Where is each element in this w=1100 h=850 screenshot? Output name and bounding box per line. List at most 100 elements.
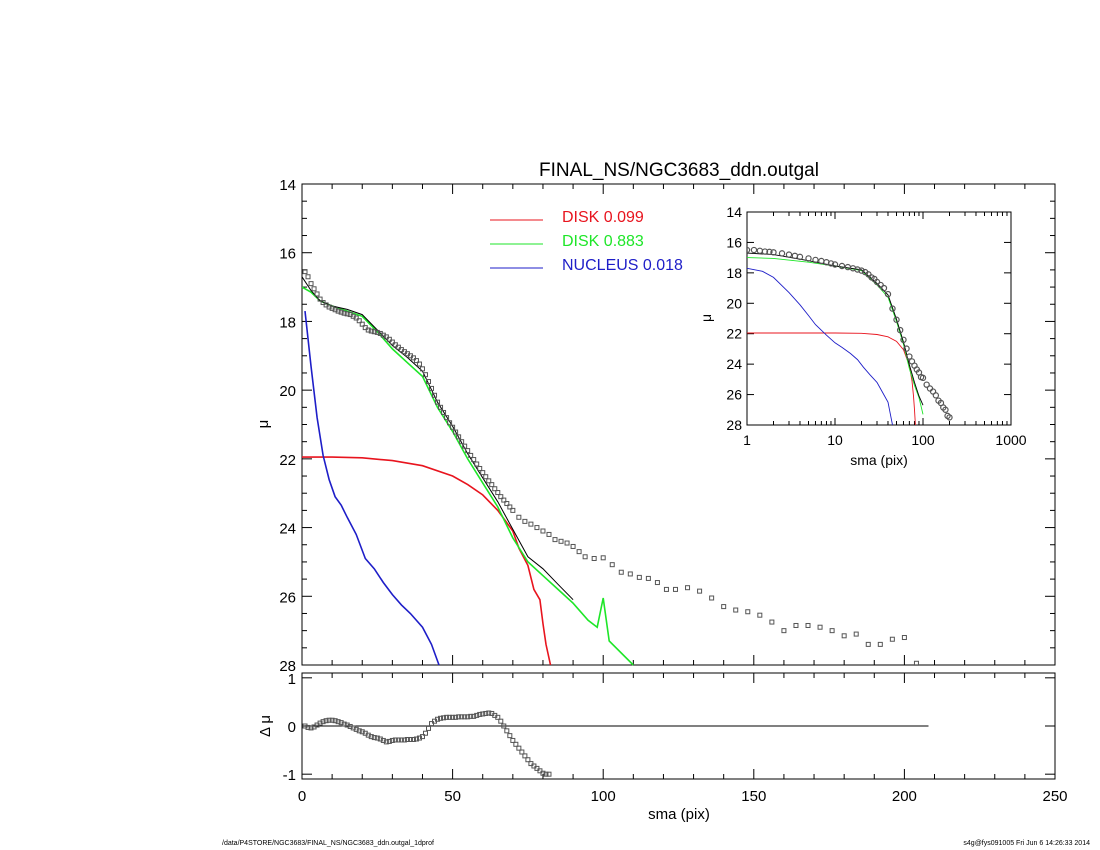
main-data-point xyxy=(435,399,441,405)
main-y-tick-label: 26 xyxy=(279,589,296,606)
main-data-point xyxy=(516,514,522,520)
residual-data-point xyxy=(441,715,447,721)
residual-y-tick-label: 1 xyxy=(288,671,296,688)
residual-data-point xyxy=(510,737,516,743)
residual-data-point xyxy=(395,737,401,743)
main-data-point xyxy=(486,478,492,484)
residual-x-axis-label: sma (pix) xyxy=(648,806,710,823)
inset-data-point xyxy=(942,406,949,413)
inset-data-point xyxy=(747,246,751,254)
main-data-point xyxy=(344,311,350,317)
residual-data-point xyxy=(368,734,374,740)
inset-data-point xyxy=(893,316,900,323)
legend-label: NUCLEUS 0.018 xyxy=(562,257,683,274)
main-data-point xyxy=(913,660,919,666)
residual-data-point xyxy=(501,723,507,729)
main-data-point xyxy=(465,448,471,454)
main-y-tick-label: 24 xyxy=(279,521,296,538)
main-line-series-2 xyxy=(302,276,574,601)
main-data-point xyxy=(576,549,582,555)
residual-data-point xyxy=(447,714,453,720)
main-data-point xyxy=(356,318,362,324)
main-data-point xyxy=(341,310,347,316)
main-data-point xyxy=(447,420,453,426)
residual-data-point xyxy=(302,723,308,729)
main-y-tick-label: 14 xyxy=(279,177,296,194)
main-data-point xyxy=(654,580,660,586)
residual-data-point xyxy=(323,718,329,724)
residual-data-point xyxy=(347,723,353,729)
residual-data-point xyxy=(543,771,549,777)
residual-data-point xyxy=(377,736,383,742)
main-data-point xyxy=(769,619,775,625)
main-data-point xyxy=(817,624,823,630)
residual-data-point xyxy=(444,714,450,720)
residual-data-point xyxy=(365,732,371,738)
main-data-point xyxy=(552,537,558,543)
main-data-point xyxy=(697,588,703,594)
inset-data-point xyxy=(812,256,819,264)
main-data-point xyxy=(429,385,435,391)
main-data-point xyxy=(432,392,438,398)
inset-data-point xyxy=(827,260,835,267)
main-y-tick-label: 20 xyxy=(279,383,296,400)
residual-x-tick-label: 250 xyxy=(1042,788,1067,805)
residual-data-point xyxy=(468,713,474,719)
inset-panel: 14 16 18 20 22 24 26 28 1 10 100 1000 μ sma (pix) xyxy=(698,204,1027,468)
main-data-point xyxy=(501,497,507,503)
main-data-point xyxy=(456,434,462,440)
residual-x-tick-label: 200 xyxy=(892,788,917,805)
main-data-point xyxy=(829,628,835,634)
inset-data-point xyxy=(903,345,910,352)
inset-data-point xyxy=(858,267,865,274)
residual-data-point xyxy=(305,724,311,730)
legend-label: DISK 0.099 xyxy=(562,209,644,226)
inset-data-point xyxy=(761,248,769,255)
main-y-tick-label: 16 xyxy=(279,246,296,263)
inset-y-tick-label: 18 xyxy=(726,265,742,281)
inset-data-point xyxy=(923,381,930,388)
residual-data-point xyxy=(335,719,341,725)
residual-data-point xyxy=(453,714,459,720)
residual-y-axis-label: Δ μ xyxy=(257,715,274,737)
main-data-point xyxy=(462,443,468,449)
inset-data-point xyxy=(831,261,839,268)
inset-y-axis-label: μ xyxy=(698,314,714,322)
residual-data-point xyxy=(477,711,483,717)
main-data-point xyxy=(570,543,576,549)
residual-data-point xyxy=(407,736,413,742)
inset-data-point xyxy=(770,249,777,256)
main-y-axis-label: μ xyxy=(255,420,272,429)
residual-x-tick-label: 0 xyxy=(298,788,306,805)
residual-data-point xyxy=(540,770,546,776)
main-data-point xyxy=(335,308,341,314)
residual-x-axis: 0 50 100 150 200 250 xyxy=(298,673,1068,805)
inset-data-point xyxy=(900,336,907,343)
main-data-point xyxy=(471,457,477,463)
main-data-point xyxy=(374,329,380,335)
residual-data-point xyxy=(344,722,350,728)
residual-data-point xyxy=(332,718,338,724)
residual-data-point xyxy=(359,729,365,735)
inset-data-point xyxy=(884,290,892,298)
residual-data-point xyxy=(456,714,462,720)
main-data-point xyxy=(474,461,480,467)
inset-x-tick-label: 100 xyxy=(911,432,935,448)
main-data-point xyxy=(757,612,763,618)
main-data-point xyxy=(459,439,465,445)
main-data-point xyxy=(507,504,513,510)
main-data-point xyxy=(492,486,498,492)
inset-y-tick-label: 22 xyxy=(726,326,742,342)
inset-line-3 xyxy=(747,267,893,425)
inset-x-tick-label: 10 xyxy=(827,432,843,448)
residual-data-point xyxy=(459,714,465,720)
main-y-axis: 14 16 18 20 22 24 26 28 xyxy=(279,177,1055,675)
residual-data-point xyxy=(326,717,332,723)
main-data-point xyxy=(558,538,564,544)
main-data-point xyxy=(645,575,651,581)
residual-x-tick-label: 50 xyxy=(444,788,461,805)
main-data-point xyxy=(483,474,489,480)
residual-data-point xyxy=(353,726,359,732)
inset-data-point xyxy=(750,246,758,254)
residual-data-point xyxy=(465,714,471,720)
